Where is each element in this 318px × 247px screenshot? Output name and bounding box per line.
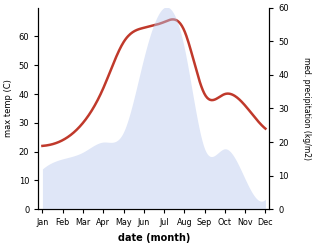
Y-axis label: max temp (C): max temp (C) xyxy=(4,80,13,137)
Y-axis label: med. precipitation (kg/m2): med. precipitation (kg/m2) xyxy=(302,57,311,160)
X-axis label: date (month): date (month) xyxy=(118,233,190,243)
